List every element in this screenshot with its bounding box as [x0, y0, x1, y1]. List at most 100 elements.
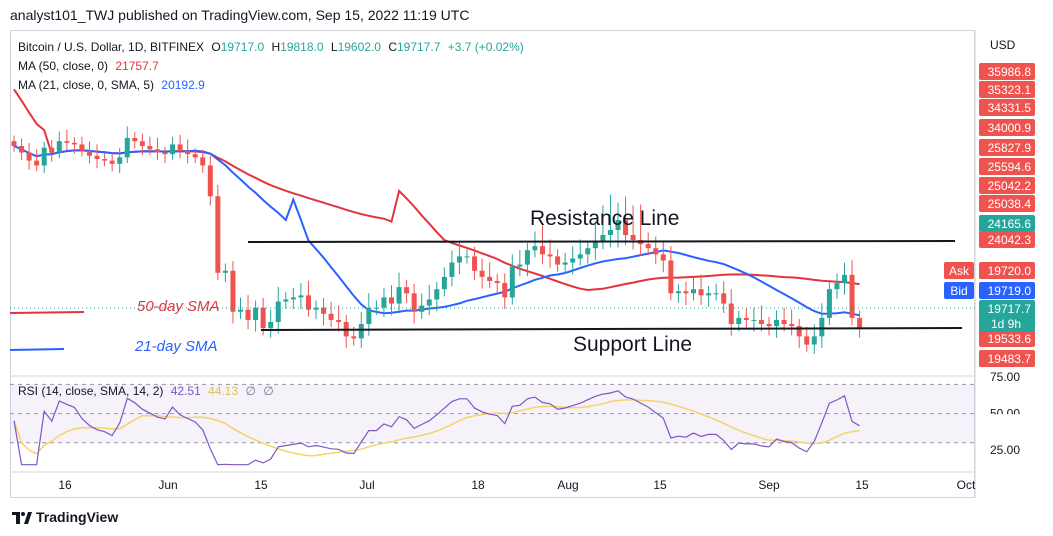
- candle-body: [728, 303, 734, 325]
- candle-body: [585, 248, 591, 255]
- rsi-line: [13, 390, 860, 466]
- candle-body: [804, 336, 810, 345]
- candle-body: [185, 150, 191, 155]
- candle-body: [41, 147, 47, 166]
- price-axis-label: 35323.1: [988, 83, 1032, 97]
- candle-body: [426, 299, 432, 306]
- candle-body: [313, 307, 319, 310]
- bid-label: Bid: [950, 284, 967, 298]
- candle-body: [290, 297, 296, 300]
- price-axis-label-bg: [979, 99, 1035, 116]
- candle-body: [540, 246, 545, 255]
- candle-body: [479, 270, 485, 277]
- ma21-value: 20192.9: [161, 78, 205, 92]
- candle-body: [154, 149, 160, 153]
- candle-body: [238, 309, 243, 312]
- last-value-bg: [979, 300, 1035, 332]
- price-axis-label-bg: [979, 119, 1035, 136]
- candle-body: [758, 319, 764, 325]
- candle-body: [592, 242, 598, 249]
- tradingview-footer[interactable]: TradingView: [12, 506, 118, 528]
- bid-value: 19719.0: [988, 284, 1032, 298]
- candle-body: [811, 336, 817, 345]
- candle-body: [411, 293, 417, 312]
- price-axis-label-bg: [979, 177, 1035, 194]
- candle-body: [245, 309, 251, 320]
- candle-body: [842, 274, 847, 284]
- candle-body: [464, 256, 470, 258]
- candle-body: [419, 305, 425, 312]
- candle-body: [162, 152, 168, 155]
- candle-body: [71, 142, 77, 145]
- candle-body: [751, 319, 757, 321]
- price-axis-label: 25594.6: [988, 160, 1032, 174]
- price-axis-label: 19533.6: [988, 332, 1032, 346]
- high-label: H: [271, 40, 281, 54]
- candle-body: [524, 250, 530, 265]
- sma21-legend-line: [9, 348, 65, 351]
- rsi-value: 42.51: [170, 384, 201, 398]
- time-axis-label: Jun: [158, 478, 177, 492]
- open-value: 19717.0: [220, 40, 265, 54]
- publish-header: analyst101_TWJ published on TradingView.…: [10, 7, 470, 23]
- currency-label: USD: [990, 38, 1016, 52]
- support-line: [260, 327, 963, 331]
- candle-body: [441, 276, 447, 290]
- candle-body: [109, 160, 115, 164]
- candle-body: [857, 317, 863, 329]
- candle-body: [305, 295, 311, 310]
- time-axis-label: Jul: [359, 478, 374, 492]
- candle-body: [381, 297, 387, 308]
- symbol-legend: Bitcoin / U.S. Dollar, 1D, BITFINEX O197…: [18, 40, 528, 54]
- candle-body: [706, 293, 712, 296]
- candle-body: [49, 147, 55, 153]
- sma50-label: 50-day SMA: [137, 298, 220, 315]
- rsi-extra-1: ∅: [245, 384, 256, 398]
- candle-body: [139, 141, 145, 147]
- price-axis-label: 35986.8: [988, 65, 1032, 79]
- open-label: O: [211, 40, 221, 54]
- candle-body: [389, 297, 394, 304]
- rsi-ma-value: 44.13: [208, 384, 239, 398]
- ma50-value: 21757.7: [115, 59, 159, 73]
- resistance-line: [247, 240, 956, 243]
- candle-body: [509, 266, 515, 298]
- sma50-legend-line: [9, 311, 85, 314]
- candle-body: [789, 324, 795, 327]
- candle-body: [230, 270, 236, 312]
- time-axis-label: Aug: [557, 478, 578, 492]
- time-axis-label: Sep: [758, 478, 780, 492]
- candle-body: [691, 289, 696, 294]
- price-axis-label-bg: [979, 330, 1035, 347]
- price-axis-label-bg: [979, 81, 1035, 98]
- rsi-axis-label: 25.00: [990, 443, 1020, 457]
- candle-body: [623, 220, 629, 235]
- candle-body: [449, 262, 455, 277]
- countdown-value: 1d 9h: [991, 317, 1021, 331]
- candle-body: [743, 317, 749, 320]
- price-axis-label: 34000.9: [988, 121, 1032, 135]
- candle-body: [200, 157, 206, 166]
- sma21-label: 21-day SMA: [134, 338, 218, 355]
- candle-body: [668, 260, 674, 294]
- price-axis-label: 25042.2: [988, 179, 1032, 193]
- ma50-line: [13, 88, 860, 292]
- rsi-extra-2: ∅: [263, 384, 274, 398]
- candle-body: [215, 196, 221, 273]
- candle-body: [358, 324, 364, 339]
- ask-tag-bg: [944, 262, 974, 279]
- candle-body: [607, 230, 613, 235]
- tradingview-brand: TradingView: [36, 509, 119, 525]
- rsi-label: RSI (14, close, SMA, 14, 2): [18, 384, 164, 398]
- tradingview-logo-icon: [12, 511, 32, 524]
- ma50-label: MA (50, close, 0): [18, 59, 109, 73]
- ask-value-bg: [979, 262, 1035, 279]
- candle-body: [736, 317, 742, 325]
- candle-body: [774, 319, 780, 327]
- price-axis-label: 34331.5: [988, 101, 1032, 115]
- symbol-name: Bitcoin / U.S. Dollar, 1D, BITFINEX: [18, 40, 205, 54]
- time-axis-label: Oct: [957, 478, 976, 492]
- candle-body: [849, 274, 855, 318]
- candle-body: [79, 144, 85, 151]
